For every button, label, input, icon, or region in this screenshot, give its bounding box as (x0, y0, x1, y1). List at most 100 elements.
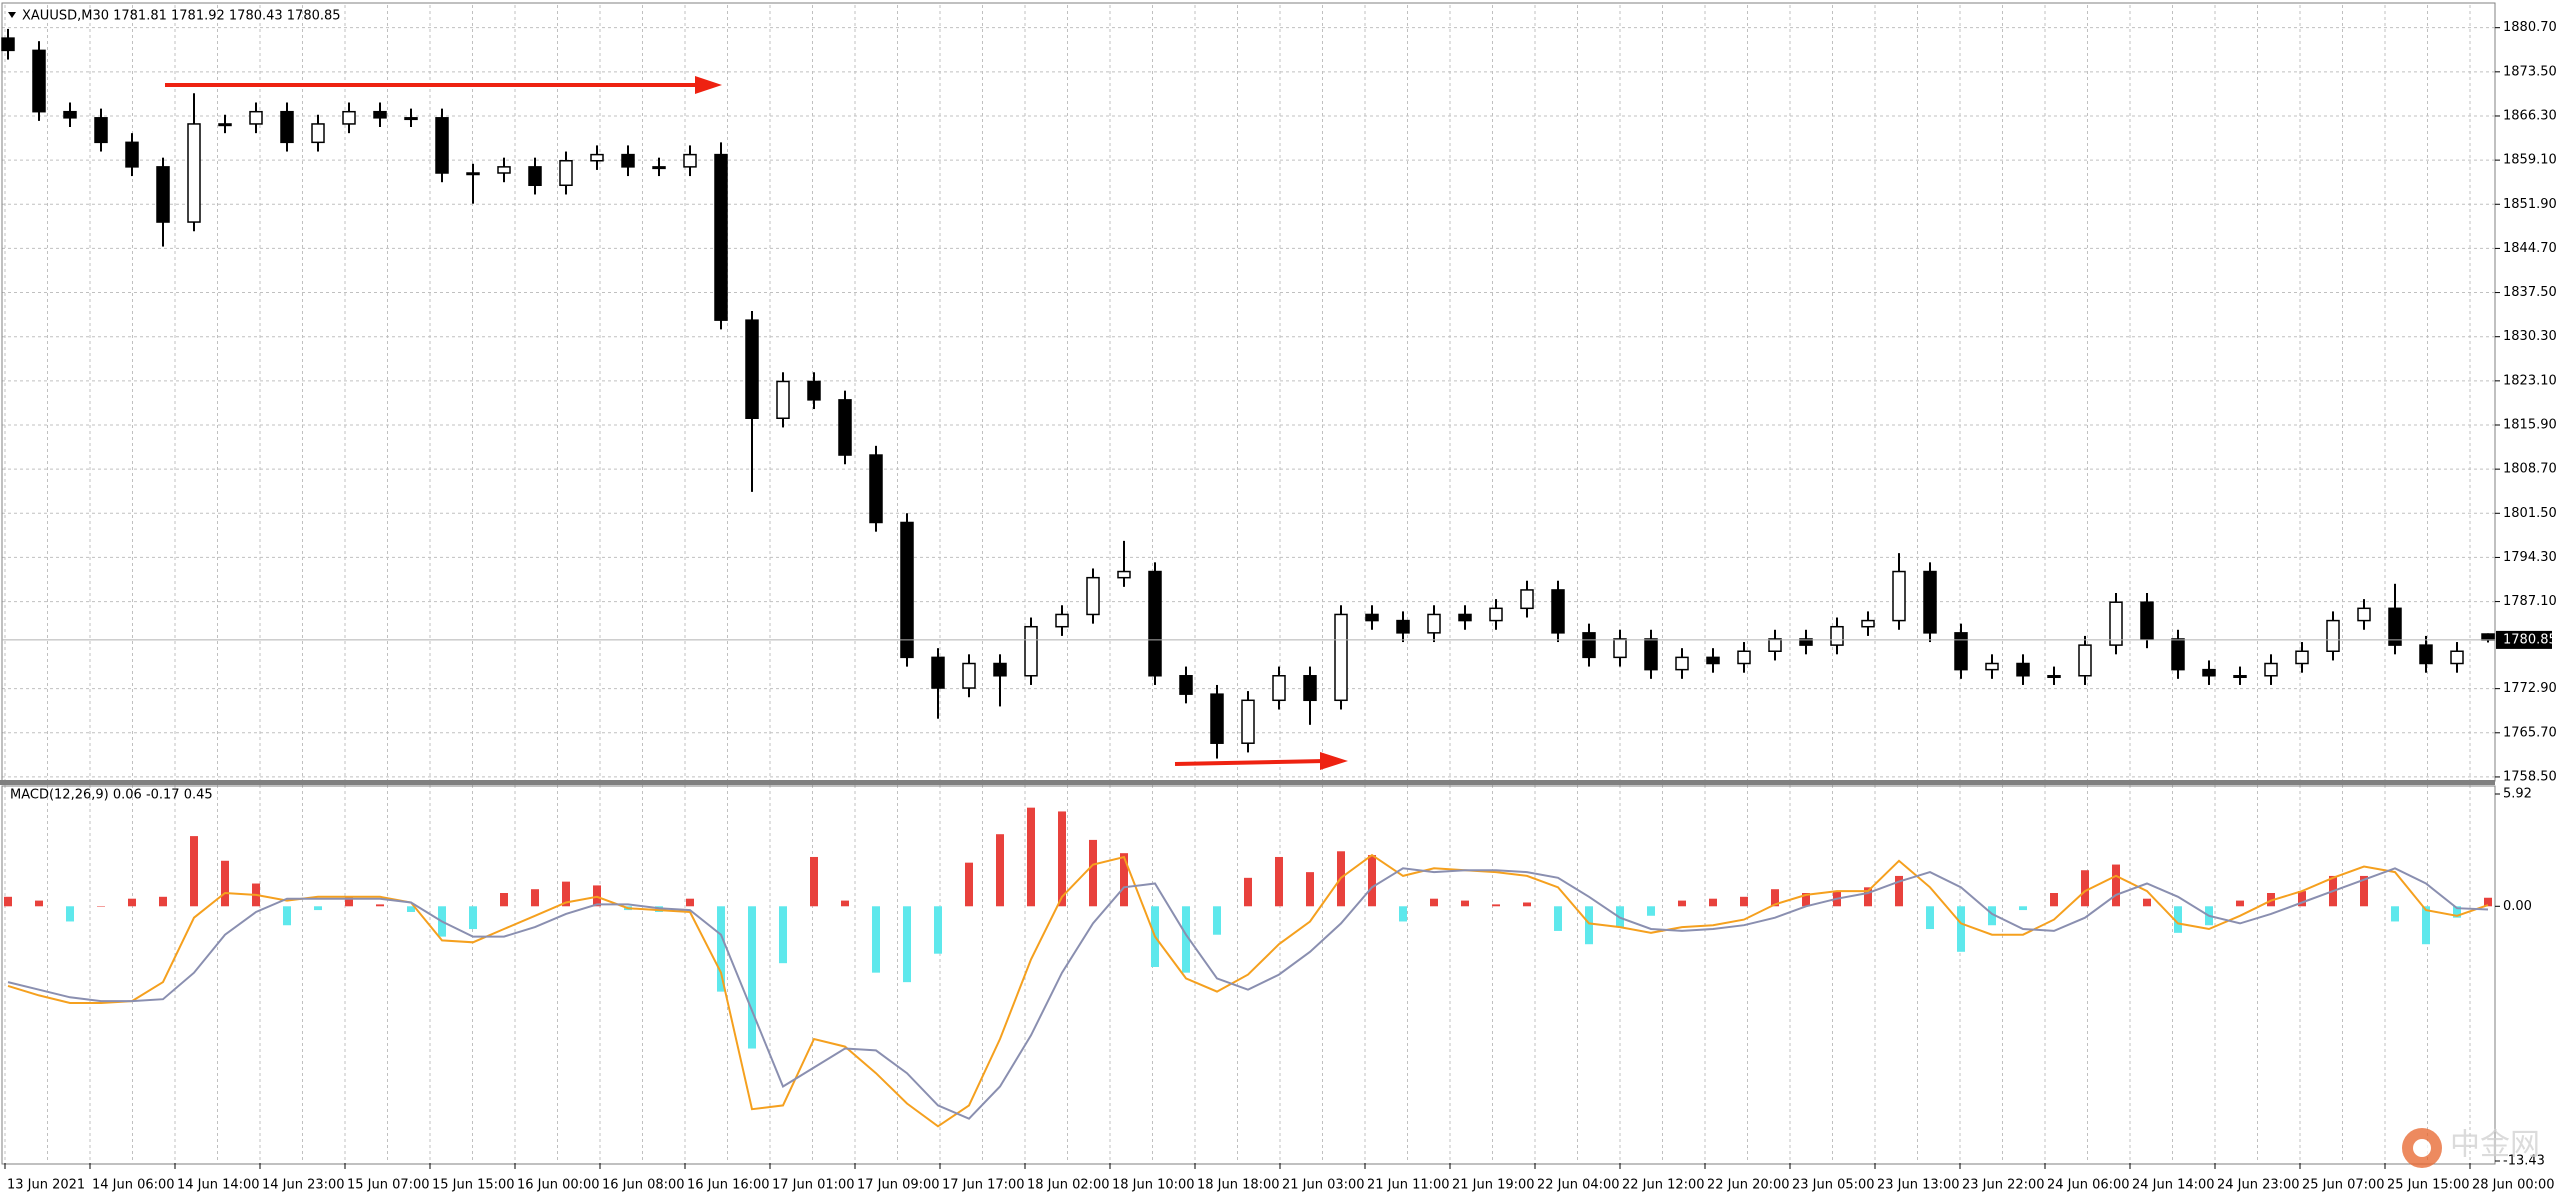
histogram-bar (283, 906, 291, 926)
candle-body (2326, 619, 2340, 652)
histogram-bar (2484, 897, 2492, 907)
candle-body (1892, 570, 1906, 622)
histogram-bar (1678, 900, 1686, 907)
candle-body (1272, 675, 1286, 702)
histogram-bar (531, 889, 539, 907)
candle-body (652, 166, 666, 170)
candle-body (249, 110, 263, 125)
x-tick-label: 16 Jun 00:00 (517, 1178, 600, 1193)
histogram-bar (97, 906, 105, 907)
histogram-bar (1027, 807, 1035, 907)
candle-body (404, 117, 418, 121)
histogram-bar (1709, 898, 1717, 907)
histogram-bar (872, 906, 880, 973)
histogram-bar (190, 836, 198, 907)
x-tick-label: 16 Jun 08:00 (602, 1178, 685, 1193)
macd-pane-frame (1, 785, 2496, 1165)
histogram-bar (1089, 839, 1097, 907)
candle-body (1954, 632, 1968, 671)
pane-separator (0, 780, 2495, 785)
candle-body (1024, 625, 1038, 677)
chart-title: XAUUSD,M30 1781.81 1781.92 1780.43 1780.… (22, 9, 341, 24)
candle-body (776, 380, 790, 420)
x-tick-label: 14 Jun 23:00 (262, 1178, 345, 1193)
x-tick-label: 28 Jun 00:00 (2472, 1178, 2555, 1193)
candle-body (1799, 638, 1813, 646)
candle-body (187, 123, 201, 223)
histogram-bar (1492, 904, 1500, 907)
candle-body (1520, 589, 1534, 610)
grid-layer (2, 5, 2495, 1162)
histogram-bar (1368, 855, 1376, 907)
histogram-bar (748, 906, 756, 1049)
candle-body (2450, 650, 2464, 665)
candle-body (2295, 650, 2309, 665)
x-tick-label: 23 Jun 22:00 (1962, 1178, 2045, 1193)
x-tick-label: 14 Jun 14:00 (177, 1178, 260, 1193)
x-tick-label: 15 Jun 07:00 (347, 1178, 430, 1193)
x-tick-label: 22 Jun 20:00 (1707, 1178, 1790, 1193)
candle-body (838, 399, 852, 456)
histogram-bar (345, 896, 353, 907)
candle-body (1055, 613, 1069, 628)
watermark: 中金网 (2450, 1128, 2540, 1163)
candle-body (1768, 638, 1782, 652)
candle-body (466, 172, 480, 176)
y-tick-label: 1823.10 (2503, 373, 2557, 388)
y-tick-label: 5.92 (2503, 787, 2532, 802)
candle-body (714, 153, 728, 321)
histogram-bar (1864, 887, 1872, 907)
histogram-bar (1647, 906, 1655, 916)
candle-body (2140, 601, 2154, 640)
menu-triangle[interactable] (8, 12, 16, 18)
histogram-bar (159, 896, 167, 907)
histogram-bar (562, 881, 570, 907)
annotation-arrow (1174, 752, 1348, 770)
y-tick-label: 1880.70 (2503, 20, 2557, 35)
histogram-bar (1523, 902, 1531, 907)
histogram-bar (128, 898, 136, 907)
candle-body (745, 319, 759, 420)
candle-body (2171, 638, 2185, 671)
histogram-bar (1585, 906, 1593, 945)
candle-body (373, 110, 387, 119)
y-tick-label: 1758.50 (2503, 769, 2557, 784)
y-tick-label: 1794.30 (2503, 550, 2557, 565)
histogram-bar (779, 906, 787, 964)
histogram-bar (376, 904, 384, 907)
x-tick-label: 14 Jun 06:00 (92, 1178, 175, 1193)
candle-body (2357, 607, 2371, 622)
x-tick-label: 24 Jun 23:00 (2217, 1178, 2300, 1193)
histogram-bar (1244, 877, 1252, 907)
candle-body (2202, 668, 2216, 677)
histogram-bar (1895, 875, 1903, 907)
histogram-bar (2112, 864, 2120, 907)
histogram-bar (1430, 898, 1438, 907)
histogram-bar (686, 898, 694, 907)
y-tick-label: 1873.50 (2503, 64, 2557, 79)
y-tick-label: 1837.50 (2503, 285, 2557, 300)
y-tick-label: -13.43 (2503, 1154, 2545, 1169)
annotation-arrow (165, 76, 722, 94)
candle-body (1489, 607, 1503, 622)
x-tick-label: 17 Jun 01:00 (772, 1178, 855, 1193)
y-tick-label: 1801.50 (2503, 506, 2557, 521)
candle-body (528, 166, 542, 187)
x-tick-label: 18 Jun 18:00 (1197, 1178, 1280, 1193)
candle-body (2233, 675, 2247, 679)
x-tick-label: 17 Jun 17:00 (942, 1178, 1025, 1193)
histogram-bar (1802, 893, 1810, 907)
candle-body (2264, 662, 2278, 677)
y-tick-label: 1815.90 (2503, 417, 2557, 432)
histogram-bar (2360, 875, 2368, 907)
candle-body (497, 166, 511, 174)
histogram-bar (1461, 900, 1469, 907)
candle-body (1148, 570, 1162, 677)
histogram-bar (1306, 872, 1314, 907)
histogram-bar (2050, 893, 2058, 907)
y-tick-label: 1772.90 (2503, 681, 2557, 696)
x-tick-label: 23 Jun 05:00 (1792, 1178, 1875, 1193)
candle-body (218, 123, 232, 127)
watermark-logo: 中金网 (2402, 1128, 2540, 1168)
histogram-bar (2391, 906, 2399, 922)
